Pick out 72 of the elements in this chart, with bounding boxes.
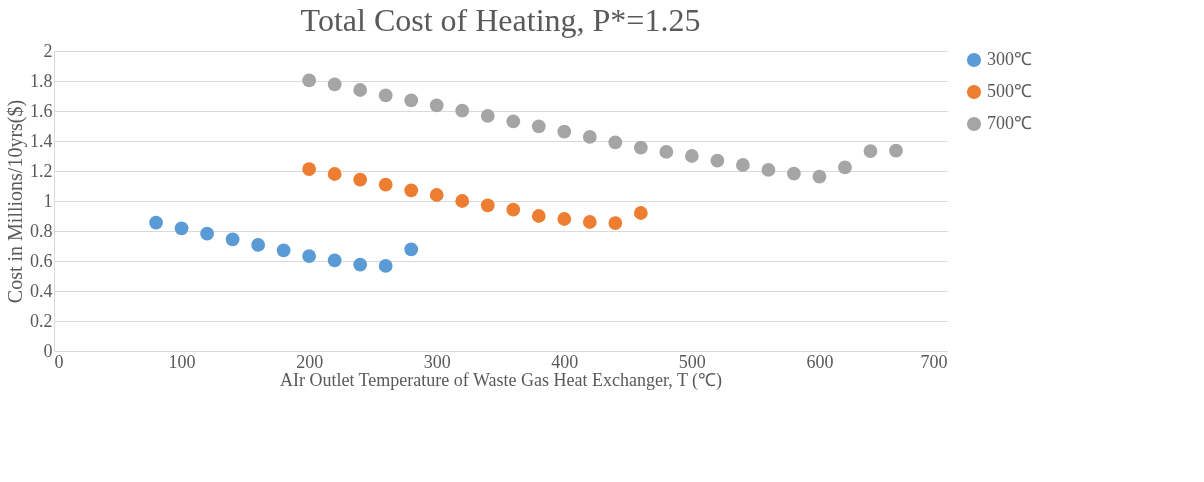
point <box>659 145 674 159</box>
x-tick-label: 500 <box>678 351 706 372</box>
point <box>327 253 342 268</box>
point <box>225 232 240 247</box>
y-tick-label: 1.4 <box>30 130 53 151</box>
point <box>633 206 648 220</box>
point <box>378 88 393 103</box>
y-tick-label: 0.8 <box>30 220 53 241</box>
x-tick-label: 300 <box>423 351 451 372</box>
y-tick-label: 0.6 <box>30 250 53 271</box>
point <box>557 124 572 139</box>
point <box>149 215 163 230</box>
point <box>174 221 189 236</box>
y-tick-label: 1 <box>43 190 53 211</box>
point <box>353 83 368 97</box>
y-tick-label: 1.6 <box>30 100 53 121</box>
legend-label: 300℃ <box>987 49 1032 69</box>
point <box>455 103 470 118</box>
point <box>480 109 495 123</box>
point <box>404 93 419 108</box>
point <box>251 238 266 252</box>
point <box>582 130 597 144</box>
point <box>378 177 393 192</box>
point <box>582 215 597 229</box>
point <box>429 98 444 113</box>
point <box>557 212 572 226</box>
point <box>480 198 495 213</box>
y-tick-label: 2 <box>43 40 53 61</box>
y-tick-label: 0.4 <box>30 280 53 301</box>
point <box>302 162 317 176</box>
point <box>506 202 521 217</box>
point <box>404 183 419 198</box>
point <box>531 209 546 223</box>
point <box>761 163 776 177</box>
point <box>404 242 419 257</box>
point <box>455 194 470 208</box>
y-tick-label: 1.2 <box>30 160 53 181</box>
point <box>710 153 725 168</box>
point <box>531 119 546 134</box>
point <box>327 167 342 181</box>
point <box>838 160 852 175</box>
x-tick-label: 400 <box>551 351 579 372</box>
point <box>684 149 699 163</box>
point <box>302 249 317 263</box>
point <box>429 188 444 202</box>
point <box>302 73 317 88</box>
x-axis-title: AIr Outlet Temperature of Waste Gas Heat Exchanger, T (℃) <box>279 369 723 391</box>
point <box>608 135 623 150</box>
chart-title: Total Cost of Heating, P*=1.25 <box>300 2 701 38</box>
point <box>863 144 878 158</box>
point <box>378 259 393 273</box>
x-tick-label: 600 <box>806 351 834 372</box>
x-tick-label: 700 <box>920 351 948 372</box>
point <box>506 114 521 129</box>
point <box>812 169 827 184</box>
point <box>276 243 291 258</box>
point <box>633 140 648 155</box>
point <box>327 77 342 92</box>
y-tick-label: 0.2 <box>30 310 53 331</box>
legend-label: 500℃ <box>987 81 1032 101</box>
y-axis-title: Cost in Millions/10yrs($) <box>4 99 27 304</box>
point <box>889 143 903 158</box>
point <box>735 158 750 172</box>
point <box>608 216 623 230</box>
x-tick-label: 200 <box>296 351 324 372</box>
legend-label: 700℃ <box>987 113 1032 133</box>
y-tick-label: 1.8 <box>30 70 53 91</box>
point <box>200 226 214 241</box>
point <box>787 166 801 181</box>
point <box>353 172 368 187</box>
x-tick-label: 100 <box>168 351 196 372</box>
point <box>353 257 368 272</box>
